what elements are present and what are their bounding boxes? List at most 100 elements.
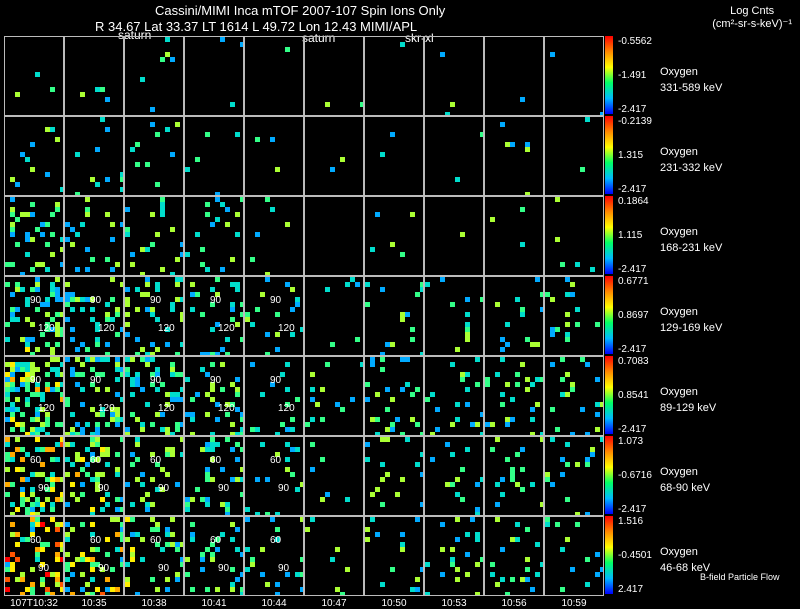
pixel [495,437,500,442]
pixel [105,452,110,457]
pixel [215,217,220,222]
pixel [75,267,80,272]
pixel [135,372,140,377]
pixel [95,442,100,447]
pixel [110,222,115,227]
image-panel [424,116,484,196]
pixel [15,422,20,427]
pixel [10,367,15,372]
pixel [40,577,45,582]
pixel [175,547,180,552]
pixel [125,302,130,307]
pixel [475,537,480,542]
pixel [235,527,240,532]
contour-label: 90 [150,295,162,306]
image-panel [424,276,484,356]
pixel [65,502,70,507]
pixel [80,362,85,367]
pixel [230,307,235,312]
pixel [530,407,535,412]
pixel [170,397,175,402]
pixel [265,352,270,355]
pixel [560,472,565,477]
pixel [465,372,470,377]
pixel [575,322,580,327]
pixel [30,487,35,492]
pixel [165,37,170,42]
pixel [105,462,110,467]
pixel [100,507,105,512]
contour-label: 60 [210,535,222,546]
pixel [155,287,160,292]
pixel [40,472,45,477]
pixel [5,587,10,592]
contour-label: 90 [30,375,42,386]
pixel [275,592,280,595]
pixel [295,447,300,452]
pixel [55,327,60,332]
pixel [600,567,603,572]
pixel [180,277,183,282]
pixel [395,492,400,497]
pixel [20,487,25,492]
pixel [75,357,80,362]
pixel [210,442,215,447]
pixel [60,262,63,267]
pixel [90,257,95,262]
pixel [80,572,85,577]
image-panel [424,436,484,516]
pixel [260,292,265,297]
pixel [30,267,35,272]
pixel [170,227,175,232]
pixel [60,247,63,252]
pixel [155,542,160,547]
pixel [320,497,325,502]
pixel [55,312,60,317]
pixel [210,327,215,332]
pixel [120,222,123,227]
pixel [75,472,80,477]
pixel [515,537,520,542]
image-panel: 60 90 [64,516,124,596]
pixel [65,472,70,477]
pixel [145,502,150,507]
pixel [115,587,120,592]
colorbar-label: -2.417 [618,344,647,355]
pixel [240,337,243,342]
pixel [110,277,115,282]
pixel [95,487,100,492]
pixel [190,532,195,537]
pixel [90,457,95,462]
colorbar-label: -2.417 [618,184,647,195]
pixel [190,432,195,435]
pixel [545,522,550,527]
pixel [205,467,210,472]
pixel [90,297,95,302]
pixel [165,577,170,582]
pixel [530,342,535,347]
pixel [75,382,80,387]
pixel [205,497,210,502]
pixel [55,577,60,582]
pixel [120,282,123,287]
pixel [415,577,420,582]
pixel [145,352,150,355]
pixel [80,492,85,497]
pixel [230,537,235,542]
pixel [195,392,200,397]
pixel [40,462,45,467]
pixel [380,437,385,442]
pixel [275,347,280,352]
pixel [240,552,243,557]
pixel [25,587,30,592]
pixel [270,517,275,522]
pixel [125,432,130,435]
pixel [165,527,170,532]
pixel [350,277,355,282]
pixel [540,307,543,312]
pixel [170,372,175,377]
pixel [120,417,123,422]
pixel [225,337,230,342]
pixel [420,432,423,435]
pixel [50,592,55,595]
